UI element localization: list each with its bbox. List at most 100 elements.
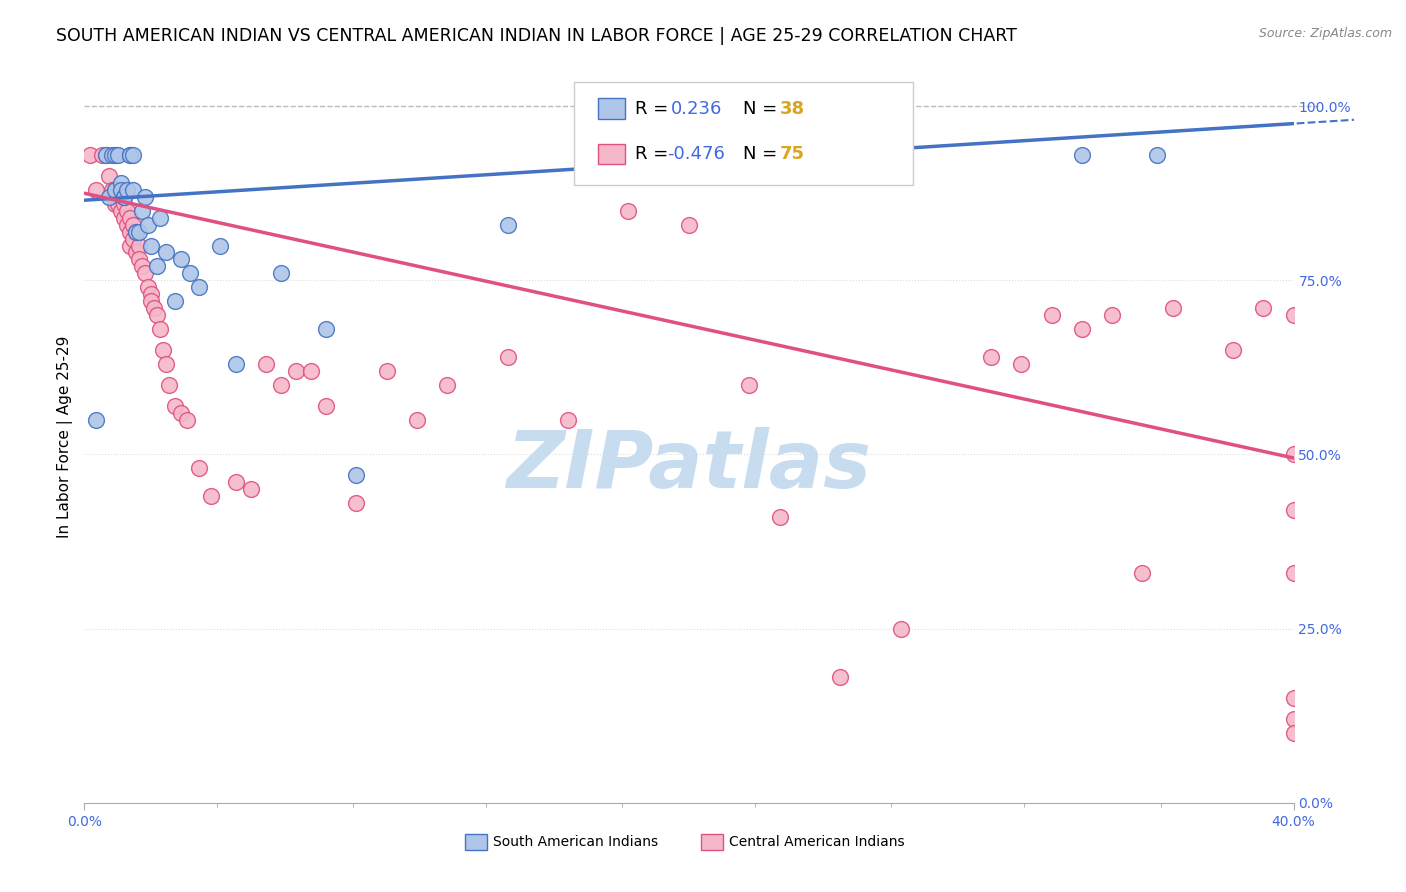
Text: N =: N = (744, 145, 783, 163)
Point (270, 266, 292, 280)
Point (146, 308, 169, 322)
Point (225, 357, 247, 371)
Point (1282, 566, 1305, 580)
Point (1146, 148, 1168, 162)
Point (118, 225, 141, 239)
Text: 38: 38 (780, 100, 804, 118)
Point (155, 357, 177, 371)
Point (200, 489, 222, 503)
Point (1071, 322, 1094, 336)
Point (375, 364, 398, 378)
Text: SOUTH AMERICAN INDIAN VS CENTRAL AMERICAN INDIAN IN LABOR FORCE | AGE 25-29 CORR: SOUTH AMERICAN INDIAN VS CENTRAL AMERICA… (56, 27, 1017, 45)
Text: R =: R = (634, 145, 673, 163)
Text: 0.236: 0.236 (671, 100, 723, 118)
Point (97, 169, 120, 183)
Point (1253, 301, 1275, 316)
Point (170, 252, 193, 267)
Point (79, 148, 101, 162)
Point (176, 412, 198, 426)
Point (125, 225, 148, 239)
Point (436, 377, 458, 392)
Point (104, 196, 127, 211)
Point (110, 183, 132, 197)
Point (121, 148, 143, 162)
Point (125, 245, 148, 260)
Point (112, 211, 135, 225)
Point (980, 350, 1002, 364)
Point (678, 218, 700, 232)
Text: South American Indians: South American Indians (494, 835, 658, 849)
Point (315, 322, 337, 336)
Point (128, 238, 150, 252)
FancyBboxPatch shape (574, 82, 912, 185)
Bar (465, 834, 486, 850)
Point (188, 461, 211, 475)
Point (104, 183, 127, 197)
Text: Central American Indians: Central American Indians (728, 835, 904, 849)
Point (1101, 308, 1123, 322)
Point (157, 377, 180, 392)
Point (315, 399, 337, 413)
Point (299, 364, 322, 378)
Point (179, 266, 201, 280)
Point (112, 196, 135, 211)
Bar (599, 144, 624, 164)
Point (128, 252, 150, 267)
Point (136, 280, 159, 294)
Point (285, 364, 308, 378)
Point (110, 190, 132, 204)
Point (1011, 357, 1033, 371)
Point (406, 412, 429, 426)
Point (139, 287, 162, 301)
Point (890, 622, 912, 636)
Point (121, 218, 143, 232)
Point (131, 203, 153, 218)
Point (152, 343, 174, 357)
Point (239, 483, 262, 497)
Point (134, 190, 156, 204)
Point (86, 183, 108, 197)
Point (346, 468, 368, 483)
Point (118, 211, 141, 225)
Point (346, 496, 368, 510)
Point (134, 266, 156, 280)
Point (94, 148, 117, 162)
Point (121, 183, 143, 197)
Point (125, 225, 148, 239)
Point (209, 238, 232, 252)
Point (100, 183, 122, 197)
Point (1282, 726, 1305, 740)
Point (165, 294, 187, 309)
Point (139, 238, 162, 252)
Text: ZIPatlas: ZIPatlas (506, 427, 872, 506)
Point (1071, 148, 1094, 162)
Point (1282, 691, 1305, 706)
Point (118, 148, 141, 162)
Point (1040, 308, 1063, 322)
Point (115, 218, 138, 232)
Point (1130, 566, 1153, 580)
Point (110, 176, 132, 190)
Point (170, 406, 193, 420)
Point (1282, 308, 1305, 322)
Point (86, 412, 108, 426)
Point (1282, 448, 1305, 462)
Point (1161, 301, 1184, 316)
Y-axis label: In Labor Force | Age 25-29: In Labor Force | Age 25-29 (58, 336, 73, 538)
Point (110, 203, 132, 218)
Point (121, 231, 143, 245)
Point (165, 399, 187, 413)
Point (115, 183, 138, 197)
Point (1282, 712, 1305, 726)
Point (254, 357, 277, 371)
Point (128, 225, 150, 239)
Text: N =: N = (744, 100, 783, 118)
Point (149, 322, 172, 336)
Point (738, 148, 761, 162)
Point (118, 148, 141, 162)
Point (91, 148, 114, 162)
Point (1222, 343, 1244, 357)
Point (104, 148, 127, 162)
Bar (599, 98, 624, 119)
Point (496, 350, 519, 364)
